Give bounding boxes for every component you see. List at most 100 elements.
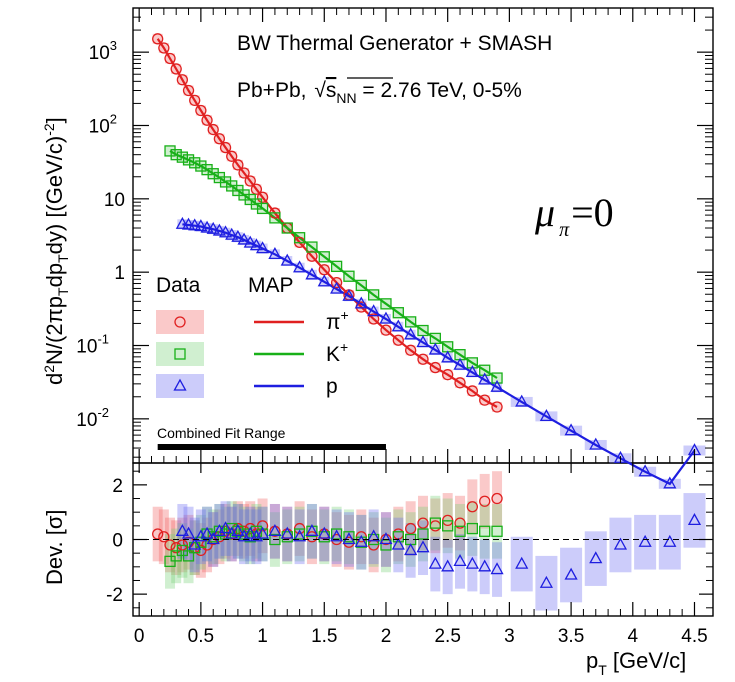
dev-point [466,501,479,513]
dev-band [152,506,163,562]
data-point [354,296,368,309]
legend-marker [173,378,187,391]
dev-point [465,556,479,569]
data-point [219,141,232,154]
dev-point [405,522,417,535]
dev-point [194,529,208,542]
data-point [231,229,245,242]
legend-data-header: Data [156,274,201,297]
data-point [158,42,170,54]
dev-band [393,509,404,565]
dev-point [441,559,455,572]
x-tick-label: 0 [134,626,145,647]
data-point [176,151,189,163]
mu-annotation: μ π=0 [534,190,614,241]
data-point [194,219,208,232]
data-point [454,377,466,389]
dev-point [181,526,196,539]
data-point [269,212,281,224]
data-point [292,260,307,273]
data-point [219,176,232,188]
data-point [213,133,226,145]
dev-band [418,495,428,551]
x-tick-label: 3 [504,626,515,647]
data-point [249,238,264,251]
dev-band [683,493,706,548]
dev-band [282,509,293,565]
data-point [663,476,677,489]
dev-band [634,514,657,570]
data-point [367,304,381,317]
dev-band [189,520,200,576]
dev-point [170,542,182,554]
dev-point [330,529,344,542]
data-point [453,357,467,370]
legend-band [156,374,204,398]
data-point [188,218,202,231]
dev-band [257,498,268,554]
data-point [392,307,404,319]
dev-point [255,526,270,539]
data-point [367,313,380,325]
data-point [479,364,491,376]
dev-point [515,556,529,569]
dev-point [454,517,466,529]
dev-band [239,506,250,562]
dev-band [393,517,404,573]
data-point [181,217,196,230]
data-point [490,379,504,392]
y-tick-exp: 3 [110,38,117,53]
dev-band [560,547,583,603]
dev-point [589,551,603,564]
x-axis-label: pT [GeV/c] [586,648,686,678]
dev-band [393,506,404,562]
data-point [182,154,195,166]
data-point [466,357,479,369]
y-tick-label: 10 [104,190,125,211]
dev-band [535,555,558,611]
dev-band [492,471,503,526]
data-point [465,365,479,378]
dev-point [200,526,214,539]
legend-map-header: MAP [248,274,294,297]
data-point [564,423,578,436]
fit-range-label: Combined Fit Range [157,425,286,441]
dev-band [171,528,182,584]
dev-point [466,522,479,535]
data-point [200,220,214,233]
dev-band [430,495,441,551]
dev-band [609,517,632,573]
dev-point [231,523,245,536]
dev-band [177,503,188,559]
data-point [255,241,270,254]
dev-band [467,501,478,556]
y-tick-label: 1 [114,263,125,284]
x-tick-label: 4 [627,626,638,647]
data-point [293,232,306,244]
dev-y-tick-label: 2 [112,476,123,497]
dev-band [202,506,213,562]
dev-point [379,532,393,545]
data-point [256,191,269,203]
data-point [212,223,226,236]
dev-band [282,506,293,562]
dev-band [269,503,280,559]
data-point [195,104,207,117]
dev-point [367,529,381,542]
data-point [244,175,256,187]
dev-point [218,521,233,534]
data-point [232,159,244,171]
dev-point [404,543,418,556]
data-point [342,288,356,301]
dev-band [418,520,428,576]
data-point [367,289,380,301]
legend: Data MAP π+ K+ p [156,274,349,398]
dev-point [342,532,356,545]
data-point [317,274,331,287]
dev-band [467,479,478,535]
y-tick-exp: -1 [97,332,109,347]
data-point [280,253,294,266]
data-point [380,324,392,336]
data-point [201,163,213,176]
